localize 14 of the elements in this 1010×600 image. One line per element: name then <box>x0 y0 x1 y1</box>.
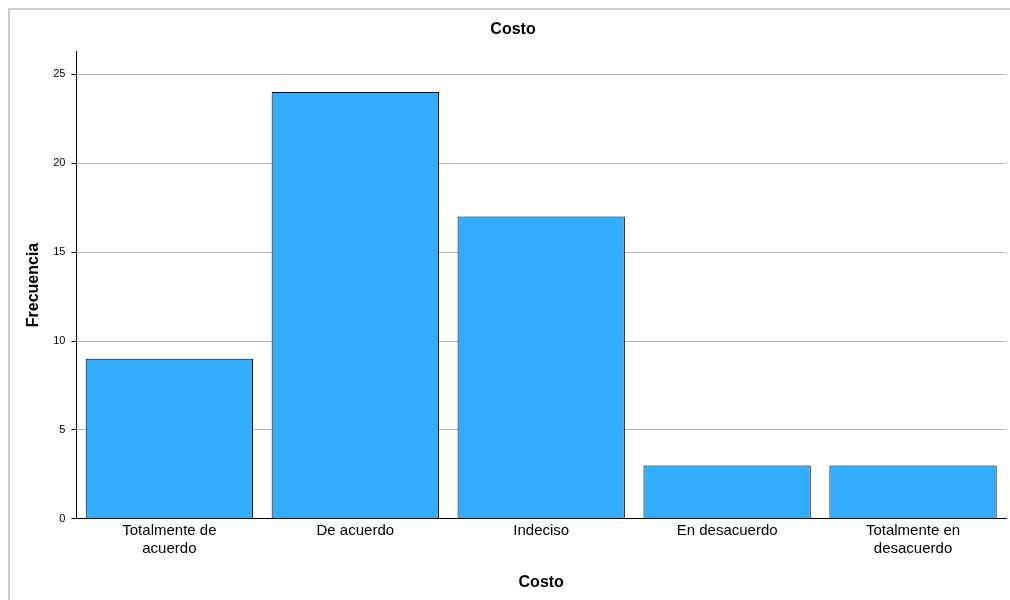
chart-title: Costo <box>490 20 536 38</box>
y-tick-label: 10 <box>53 334 66 347</box>
y-tick-label: 15 <box>53 245 66 258</box>
x-tick-label: De acuerdo <box>316 520 395 538</box>
x-tick-label: En desacuerdo <box>676 520 778 538</box>
x-axis-title: Costo <box>518 572 565 590</box>
x-tick-label: Totalmente en desacuerdo <box>865 520 961 556</box>
x-tick-label: Indeciso <box>513 520 570 538</box>
y-tick-label: 20 <box>53 156 66 169</box>
x-tick-label: Totalmente de acuerdo <box>122 520 217 556</box>
y-tick-label: 0 <box>59 511 66 524</box>
y-tick-label: 25 <box>53 67 66 80</box>
y-tick-label: 5 <box>59 422 66 435</box>
y-axis-title: Frecuencia <box>24 242 42 328</box>
